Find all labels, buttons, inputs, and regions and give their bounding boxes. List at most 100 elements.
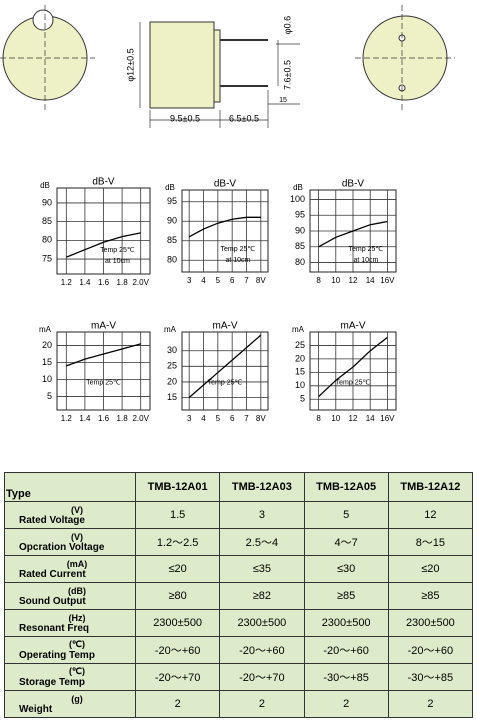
value-cell: -20～+60 xyxy=(219,636,305,664)
x-tick-label: 4 xyxy=(201,414,206,423)
x-tick-label: 1.4 xyxy=(79,278,91,287)
x-tick-label: 14 xyxy=(366,414,375,423)
y-tick-label: 80 xyxy=(167,255,177,265)
data-line xyxy=(66,232,141,258)
annotation: at 10cm xyxy=(225,257,250,264)
table-row: (V) Rated Voltage 1.5 3 5 12 xyxy=(4,501,474,529)
chart-title: dB-V xyxy=(342,179,365,190)
row-name-cell: (mA) Rated Current xyxy=(4,555,136,583)
annotation: Temp 25℃ xyxy=(100,247,135,254)
header-cell: Type xyxy=(4,472,136,502)
y-tick-label: 20 xyxy=(42,340,52,350)
value-cell: -20～+60 xyxy=(134,636,221,664)
y-tick-label: 90 xyxy=(167,216,177,226)
x-tick-label: 14 xyxy=(366,276,375,285)
y-unit: dB xyxy=(40,181,50,190)
value-cell: ≤20 xyxy=(134,555,221,583)
header-cell: TMB-12A05 xyxy=(303,472,389,502)
value-cell: 1.2～2.5 xyxy=(134,528,221,556)
annotation: at 10cm xyxy=(353,257,378,264)
row-name: Sound Output xyxy=(19,595,86,607)
row-name: Weight xyxy=(19,703,53,715)
side-view xyxy=(139,21,300,128)
unit: (g) xyxy=(71,693,83,704)
y-tick-label: 10 xyxy=(295,380,305,390)
value-cell: ≥80 xyxy=(134,582,221,610)
x-tick-label: 1.4 xyxy=(79,414,91,423)
x-tick-label: 4 xyxy=(201,276,206,285)
annotation: Temp 25℃ xyxy=(349,246,384,253)
dim-label: φ0.6 xyxy=(282,16,292,34)
x-tick-label: 10 xyxy=(331,276,340,285)
x-tick-label: 1.2 xyxy=(61,414,73,423)
row-name-cell: (g) Weight xyxy=(4,690,136,718)
value-cell: 3 xyxy=(219,501,305,529)
row-name: Resonant Freq xyxy=(19,622,90,634)
y-tick-label: 100 xyxy=(290,194,305,204)
value-cell: -20～+70 xyxy=(219,663,305,691)
value-cell: ≥85 xyxy=(303,582,389,610)
y-unit: dB xyxy=(293,183,303,192)
y-tick-label: 80 xyxy=(42,235,52,245)
x-tick-label: 8V xyxy=(256,414,266,423)
row-name-cell: (V) Rated Voltage xyxy=(4,501,136,529)
dim-label: φ12±0.5 xyxy=(125,48,135,81)
y-tick-label: 30 xyxy=(167,345,177,355)
x-tick-label: 12 xyxy=(349,414,358,423)
row-name-cell: (℃) Storage Temp xyxy=(4,663,136,691)
y-tick-label: 90 xyxy=(42,197,52,207)
value-cell: 2300±500 xyxy=(387,609,474,637)
table-row: (mA) Rated Current ≤20 ≤35 ≤30 ≤20 xyxy=(4,555,474,583)
header-cell: TMB-12A01 xyxy=(134,472,221,502)
spec-table: Type TMB-12A01 TMB-12A03 TMB-12A05 TMB-12A12… xyxy=(4,472,474,718)
value-cell: 12 xyxy=(387,501,474,529)
unit: (℃) xyxy=(68,639,86,649)
row-name: Rated Voltage xyxy=(19,514,85,526)
value-cell: 2 xyxy=(134,690,221,718)
x-tick-label: 6 xyxy=(230,414,235,423)
x-tick-label: 16V xyxy=(380,414,395,423)
y-unit: dB xyxy=(165,183,175,192)
x-tick-label: 5 xyxy=(216,414,221,423)
y-tick-label: 80 xyxy=(295,257,305,267)
value-cell: ≤20 xyxy=(387,555,474,583)
value-cell: 2 xyxy=(387,690,474,718)
chart-title: mA-V xyxy=(91,321,116,332)
x-tick-label: 10 xyxy=(331,414,340,423)
table-row: (dB) Sound Output ≥80 ≥82 ≥85 ≥85 xyxy=(4,582,474,610)
x-tick-label: 1.8 xyxy=(117,414,129,423)
dim-label: 6.5±0.5 xyxy=(229,113,259,123)
y-tick-label: 5 xyxy=(300,394,305,404)
unit: (Hz) xyxy=(68,612,86,623)
header-cell: TMB-12A12 xyxy=(387,472,474,502)
y-tick-label: 95 xyxy=(295,210,305,220)
back-view xyxy=(355,5,455,110)
value-cell: -20～+60 xyxy=(387,636,474,664)
y-tick-label: 5 xyxy=(47,391,52,401)
header-cell: TMB-12A03 xyxy=(219,472,305,502)
value-cell: ≤30 xyxy=(303,555,389,583)
y-tick-label: 25 xyxy=(167,361,177,371)
chart-title: mA-V xyxy=(341,321,366,332)
x-tick-label: 1.2 xyxy=(61,278,73,287)
y-tick-label: 20 xyxy=(167,376,177,386)
dim-label: 9.5±0.5 xyxy=(170,113,200,123)
y-tick-label: 15 xyxy=(42,357,52,367)
value-cell: 2 xyxy=(219,690,305,718)
annotation: at 10cm xyxy=(105,258,130,265)
y-tick-label: 85 xyxy=(295,241,305,251)
value-cell: 2 xyxy=(303,690,389,718)
table-row: (g) Weight 2 2 2 2 xyxy=(4,690,474,718)
unit: (℃) xyxy=(68,666,86,676)
table-row: (V) Opcration Voltage 1.2～2.5 2.5～4 4～7 8～15 xyxy=(4,528,474,556)
x-tick-label: 7 xyxy=(244,414,249,423)
y-tick-label: 25 xyxy=(295,340,305,350)
x-tick-label: 7 xyxy=(244,276,249,285)
figures: φ12±0.5 φ0.6 7.6±0.5 9.5±0.5 6.5±0.5 15 … xyxy=(0,5,455,423)
plot-area xyxy=(181,189,269,273)
x-tick-label: 1.6 xyxy=(98,414,110,423)
data-line xyxy=(318,220,388,248)
value-cell: ≥82 xyxy=(219,582,305,610)
row-name: Rated Current xyxy=(19,568,86,580)
